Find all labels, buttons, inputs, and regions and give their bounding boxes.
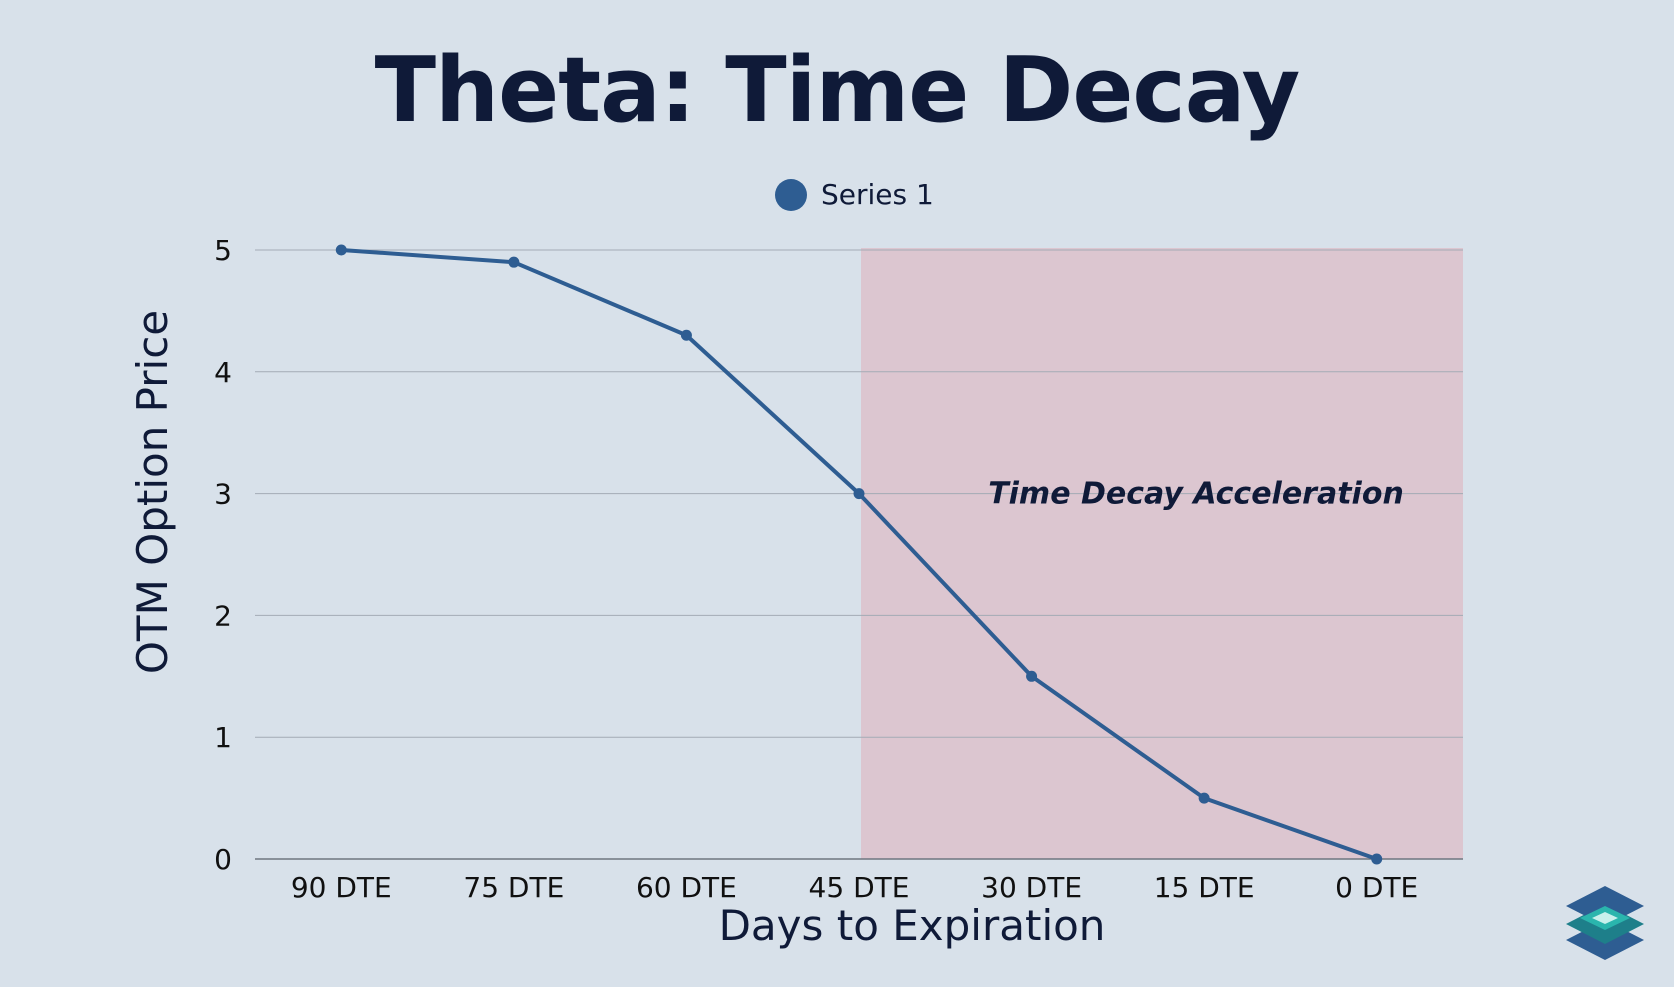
x-tick-label: 0 DTE	[1335, 871, 1418, 904]
data-point	[1198, 792, 1210, 804]
y-tick-label: 5	[214, 234, 232, 267]
shaded-region-layer	[861, 248, 1463, 859]
grid-layer	[255, 249, 1463, 860]
shaded-acceleration-region	[861, 248, 1463, 859]
stacked-layers-logo-icon	[1566, 886, 1644, 960]
y-tick-label: 1	[214, 721, 232, 754]
data-point	[335, 244, 347, 256]
legend-series-1-label: Series 1	[821, 178, 934, 211]
y-axis-title: OTM Option Price	[128, 310, 177, 674]
x-tick-layer: 90 DTE 75 DTE 60 DTE 45 DTE 30 DTE 15 DTE 0 DT…	[291, 871, 1418, 904]
x-tick-label: 30 DTE	[981, 871, 1082, 904]
x-tick-label: 60 DTE	[636, 871, 737, 904]
y-tick-label: 2	[214, 599, 232, 632]
y-tick-label: 3	[214, 478, 232, 511]
x-tick-label: 15 DTE	[1154, 871, 1255, 904]
x-tick-label: 45 DTE	[809, 871, 910, 904]
data-point	[508, 256, 520, 268]
x-tick-label: 75 DTE	[463, 871, 564, 904]
x-axis-title: Days to Expiration	[719, 901, 1106, 950]
chart-title: Theta: Time Decay	[374, 38, 1301, 143]
x-tick-label: 90 DTE	[291, 871, 392, 904]
series-layer	[335, 244, 1383, 865]
data-point	[680, 329, 692, 341]
time-decay-annotation: Time Decay Acceleration	[988, 477, 1404, 512]
legend-series-1-marker	[775, 178, 807, 211]
data-point	[1371, 853, 1383, 865]
y-tick-layer: 0 1 2 3 4 5	[214, 234, 232, 876]
chart-legend: Series 1	[775, 178, 934, 211]
data-point	[853, 488, 865, 500]
y-tick-label: 0	[214, 843, 232, 876]
data-point	[1026, 670, 1038, 682]
y-tick-label: 4	[214, 356, 232, 389]
